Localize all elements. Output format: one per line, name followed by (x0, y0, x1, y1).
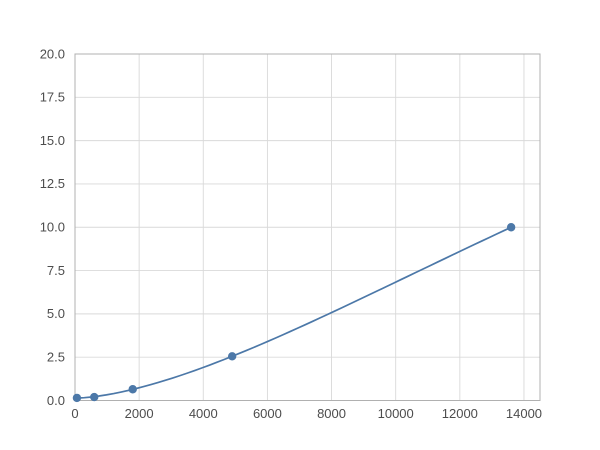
svg-text:2000: 2000 (125, 406, 154, 421)
svg-text:8000: 8000 (317, 406, 346, 421)
svg-text:7.5: 7.5 (47, 263, 65, 278)
svg-text:6000: 6000 (253, 406, 282, 421)
svg-text:14000: 14000 (506, 406, 542, 421)
svg-text:0.0: 0.0 (47, 393, 65, 408)
svg-text:12000: 12000 (442, 406, 478, 421)
svg-text:10000: 10000 (378, 406, 414, 421)
svg-text:0: 0 (71, 406, 78, 421)
svg-text:12.5: 12.5 (40, 176, 65, 191)
svg-text:4000: 4000 (189, 406, 218, 421)
svg-text:10.0: 10.0 (40, 220, 65, 235)
svg-text:17.5: 17.5 (40, 90, 65, 105)
svg-text:20.0: 20.0 (40, 46, 65, 61)
svg-text:2.5: 2.5 (47, 350, 65, 365)
svg-text:5.0: 5.0 (47, 306, 65, 321)
svg-text:15.0: 15.0 (40, 133, 65, 148)
